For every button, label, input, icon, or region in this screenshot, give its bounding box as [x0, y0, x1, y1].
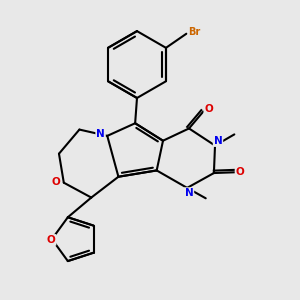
- Text: O: O: [51, 177, 60, 187]
- Text: Br: Br: [188, 27, 201, 37]
- Text: O: O: [47, 235, 56, 245]
- Text: O: O: [204, 104, 213, 114]
- Text: O: O: [236, 167, 244, 177]
- Text: N: N: [184, 188, 194, 198]
- Text: N: N: [214, 136, 222, 146]
- Text: N: N: [96, 129, 105, 139]
